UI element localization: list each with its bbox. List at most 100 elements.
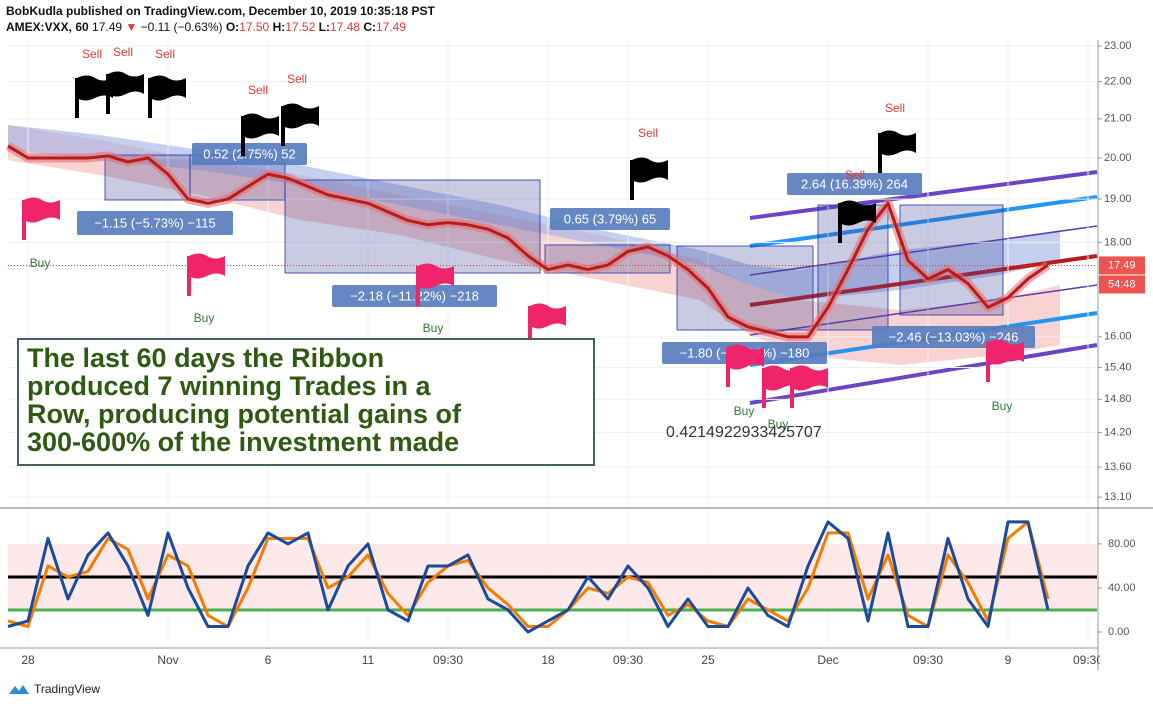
y-tick-label: 19.00 xyxy=(1104,193,1132,205)
osc-line xyxy=(7,520,1050,629)
flag xyxy=(880,130,916,156)
measure-label: −2.18 (−11.22%) −218 xyxy=(350,288,479,303)
symbol: AMEX:VXX, 60 xyxy=(6,20,89,34)
x-tick-label: 28 xyxy=(21,653,35,667)
logo xyxy=(9,685,29,694)
measure-label-box xyxy=(787,173,922,195)
buy-label: Buy xyxy=(30,256,51,270)
measure-label: −2.46 (−13.03%) −246 xyxy=(889,329,1019,344)
flag xyxy=(418,263,454,289)
measure-label-box xyxy=(77,211,233,235)
sell-label: Sell xyxy=(638,126,658,140)
close: 17.49 xyxy=(375,20,407,34)
flag xyxy=(728,344,764,370)
x-tick-label: 09:30 xyxy=(433,653,463,667)
x-tick-label: 09:30 xyxy=(1073,653,1103,667)
buy-label: Buy xyxy=(194,311,215,325)
y-tick-label: 15.40 xyxy=(1104,361,1132,373)
value-readout: 0.4214922933425707 xyxy=(666,424,822,441)
x-tick-label: 11 xyxy=(362,653,375,667)
flag xyxy=(988,339,1024,365)
flag xyxy=(108,71,144,97)
last: 17.49 xyxy=(92,20,123,34)
note-box: The last 60 days the Ribbon produced 7 w… xyxy=(17,338,595,466)
lower-band xyxy=(8,125,1060,365)
y-tick-label: 20.00 xyxy=(1104,152,1132,164)
sell-label: Sell xyxy=(155,47,175,61)
x-tick-label: 09:30 xyxy=(613,653,643,667)
note-line: Row, producing potential gains of xyxy=(27,399,461,429)
open-label: O: xyxy=(225,20,240,34)
last-price-tag xyxy=(1099,256,1145,275)
arrow: ▼ xyxy=(125,20,138,34)
measure-label: 2.64 (16.39%) 264 xyxy=(801,176,908,191)
high: 17.52 xyxy=(285,20,316,34)
brand: TradingView xyxy=(34,682,101,696)
ribbon-bands xyxy=(8,125,1060,365)
y-tick-label: 22.00 xyxy=(1104,75,1132,87)
x-tick-label: Dec xyxy=(817,653,838,667)
sell-label: Sell xyxy=(248,83,268,97)
countdown: 54:48 xyxy=(1108,278,1136,290)
measure-region xyxy=(676,245,814,331)
upper-band xyxy=(8,125,1060,300)
flag xyxy=(150,75,186,101)
measure-label-box xyxy=(192,143,307,165)
flag xyxy=(632,157,668,183)
measure-label-box xyxy=(550,208,670,230)
x-tick-label: Nov xyxy=(157,653,178,667)
note-line: The last 60 days the Ribbon xyxy=(27,343,385,373)
flag xyxy=(77,75,113,101)
y-tick-label: 40.00 xyxy=(1108,582,1136,594)
y-tick-label: 23.00 xyxy=(1104,40,1132,52)
author-line: BobKudla published on TradingView.com, D… xyxy=(6,4,435,18)
measurements xyxy=(5,142,1051,342)
x-tick-label: 18 xyxy=(541,653,555,667)
x-tick-label: 25 xyxy=(701,653,715,667)
buy-label: Buy xyxy=(768,417,789,431)
footer: TradingView xyxy=(8,682,100,696)
measure-label: 0.65 (3.79%) 65 xyxy=(564,211,657,226)
y-tick-label: 18.00 xyxy=(1104,236,1132,248)
x-tick-label: 6 xyxy=(265,653,272,667)
header: BobKudla published on TradingView.com, D… xyxy=(6,3,435,35)
flag xyxy=(840,200,876,226)
measure-label: −1.15 (−5.73%) −115 xyxy=(94,215,216,230)
flag xyxy=(792,365,828,391)
countdown-tag xyxy=(1099,275,1145,294)
high-label: H: xyxy=(272,20,286,34)
sell-label: Sell xyxy=(885,101,905,115)
low-label: L: xyxy=(318,20,330,34)
flag xyxy=(530,303,566,329)
y-tick-label: 14.80 xyxy=(1104,393,1132,405)
close-label: C: xyxy=(363,20,376,34)
measure-label-box xyxy=(332,285,497,307)
x-tick-label: 09:30 xyxy=(913,653,943,667)
flag xyxy=(189,253,225,279)
x-tick-label: 9 xyxy=(1005,653,1012,667)
y-tick-label: 13.60 xyxy=(1104,461,1132,473)
sell-label: Sell xyxy=(287,72,307,86)
low: 17.48 xyxy=(329,20,360,34)
note-line: produced 7 winning Trades in a xyxy=(27,371,431,401)
change: −0.11 (−0.63%) xyxy=(140,20,223,34)
flag xyxy=(24,197,60,223)
y-tick-label: 0.00 xyxy=(1108,626,1129,638)
flag xyxy=(283,103,319,129)
y-tick-label: 16.00 xyxy=(1104,331,1132,343)
last-price-label: 17.49 xyxy=(1108,259,1136,271)
sell-label: Sell xyxy=(113,45,133,59)
buy-label: Buy xyxy=(423,321,444,335)
osc-line xyxy=(7,520,1050,634)
y-tick-label: 14.20 xyxy=(1104,426,1132,438)
open: 17.50 xyxy=(239,20,270,34)
sell-label: Sell xyxy=(82,47,102,61)
measure-label: 0.52 (2.75%) 52 xyxy=(203,146,296,161)
y-tick-label: 13.10 xyxy=(1104,491,1132,503)
note-line: 300-600% of the investment made xyxy=(27,427,460,457)
measure-region xyxy=(899,204,1004,316)
buy-label: Buy xyxy=(992,399,1013,413)
flag xyxy=(243,113,279,139)
